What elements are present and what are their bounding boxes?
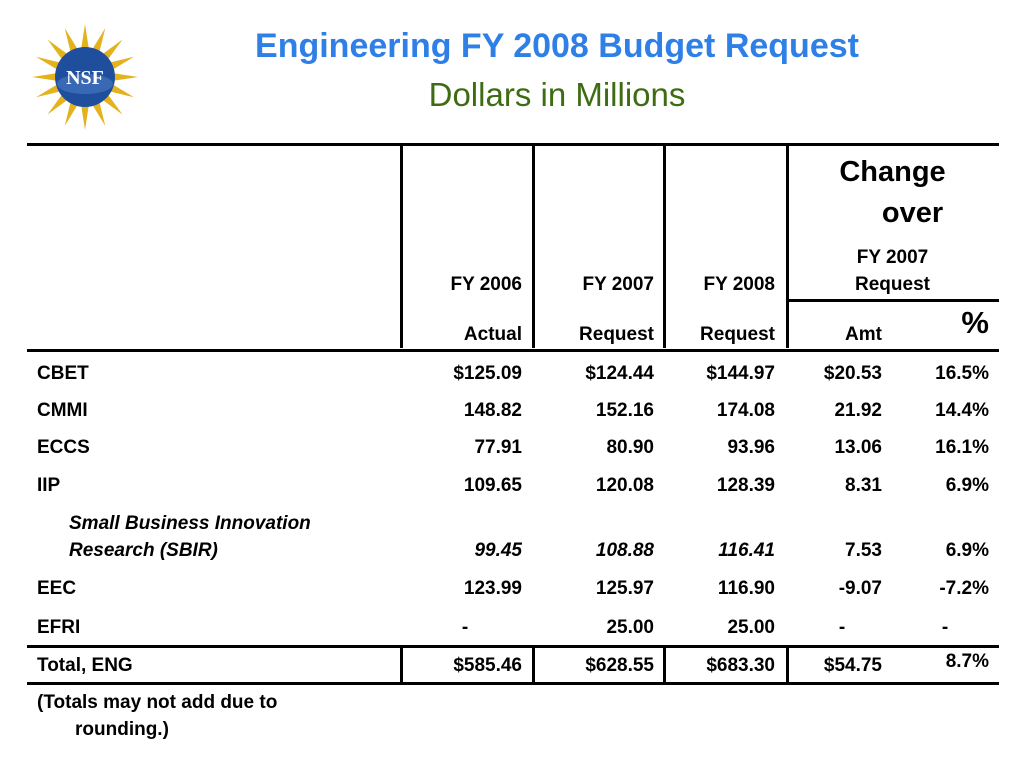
logo-ray [47,93,69,115]
change-subheader-border [787,299,999,302]
cell-amt: 13.06 [834,437,882,458]
total-divider-2 [532,645,535,685]
cell-fy2006: $585.46 [453,655,522,676]
cell-fy2007: 25.00 [606,617,654,638]
logo-ray [112,73,138,81]
logo-ray [47,39,69,61]
cell-fy2008: 116.90 [717,578,775,599]
cell-fy2007: $628.55 [585,655,654,676]
row-label: EFRI [37,617,81,638]
logo-ray [64,101,78,126]
header-request-2008: Request [700,324,775,345]
logo-ray [81,104,89,130]
cell-fy2006: $125.09 [453,363,522,384]
page-subtitle: Dollars in Millions [428,76,686,113]
row-label: EEC [37,578,77,599]
cell-fy2007: 108.88 [595,540,654,561]
row-label-line2: Research (SBIR) [69,540,218,561]
col-divider-2 [532,143,535,348]
cell-fy2008: 174.08 [716,400,775,421]
cell-fy2008: 128.39 [716,475,775,496]
header-actual: Actual [463,324,522,345]
header-percent: % [961,305,989,340]
cell-fy2007: 152.16 [595,400,654,421]
header-change: Change [839,156,946,188]
header-fy2007: FY 2007 [582,274,654,295]
header-fy2006: FY 2006 [450,274,522,295]
col-divider-3 [663,143,666,348]
cell-fy2007: 120.08 [595,475,654,496]
cell-fy2007: 125.97 [595,578,654,599]
cell-fy2006: 123.99 [463,578,522,599]
cell-fy2008: $683.30 [706,655,775,676]
row-label-line1: Small Business Innovation [69,513,311,534]
header-fy2008: FY 2008 [703,274,775,295]
row-label: CBET [37,363,89,384]
cell-amt: $20.53 [823,363,882,384]
row-label: ECCS [37,437,90,458]
header-change-fy2007: FY 2007 [856,247,929,268]
cell-pct: 14.4% [935,400,989,421]
total-divider-1 [400,645,403,685]
nsf-logo: NSF [32,24,138,130]
cell-fy2008: 93.96 [727,437,775,458]
logo-ray [109,56,134,70]
header-over: over [881,197,944,229]
table-top-border [27,143,999,146]
logo-ray [109,84,134,98]
cell-fy2008: 25.00 [727,617,775,638]
logo-ray [36,84,61,98]
header-bottom-border [27,349,999,352]
row-label: IIP [37,475,61,496]
logo-ray [101,93,123,115]
total-divider-4 [786,645,789,685]
cell-pct: -7.2% [939,578,989,599]
cell-pct: 6.9% [945,475,989,496]
footnote-line2: rounding.) [75,719,169,740]
row-label: Total, ENG [37,655,133,676]
cell-pct: 8.7% [945,651,989,672]
cell-fy2006: - [461,617,469,638]
cell-amt: - [838,617,846,638]
page-title: Engineering FY 2008 Budget Request [255,27,859,65]
header-change-request: Request [855,274,930,295]
cell-amt: $54.75 [823,655,882,676]
cell-amt: -9.07 [838,578,882,599]
header-request-2007: Request [579,324,654,345]
logo-ray [92,28,106,53]
cell-pct: 6.9% [945,540,989,561]
logo-ray [101,39,123,61]
cell-amt: 7.53 [845,540,882,561]
logo-ray [92,101,106,126]
cell-fy2008: 116.41 [718,540,775,561]
cell-fy2006: 148.82 [463,400,522,421]
cell-pct: 16.1% [935,437,989,458]
footnote-line1: (Totals may not add due to [37,692,278,713]
cell-fy2006: 109.65 [463,475,522,496]
logo-ray [64,28,78,53]
cell-pct: - [941,617,949,638]
cell-fy2006: 77.91 [474,437,522,458]
logo-text: NSF [66,67,104,89]
table-bottom-border [27,682,999,685]
logo-ray [36,56,61,70]
col-divider-4 [786,143,789,348]
cell-fy2007: 80.90 [606,437,654,458]
row-label: CMMI [37,400,88,421]
logo-rays [32,24,138,130]
col-divider-1 [400,143,403,348]
logo-ray [81,24,89,50]
cell-amt: 8.31 [845,475,882,496]
total-top-border [27,645,999,648]
logo-ray [32,73,58,81]
cell-pct: 16.5% [935,363,989,384]
cell-fy2007: $124.44 [585,363,654,384]
total-divider-3 [663,645,666,685]
header-amt: Amt [845,324,882,345]
cell-fy2008: $144.97 [706,363,775,384]
cell-fy2006: 99.45 [474,540,522,561]
cell-amt: 21.92 [834,400,882,421]
